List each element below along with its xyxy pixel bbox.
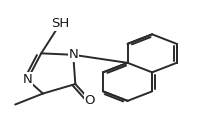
Text: N: N: [68, 48, 78, 61]
Text: SH: SH: [51, 17, 70, 30]
Text: O: O: [85, 94, 95, 107]
Text: N: N: [22, 73, 32, 86]
